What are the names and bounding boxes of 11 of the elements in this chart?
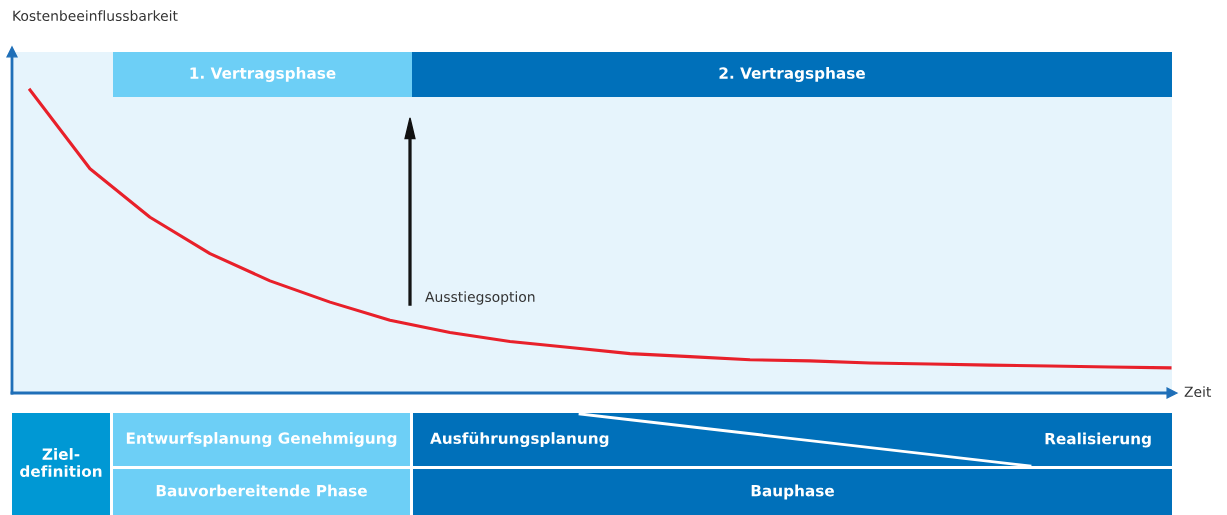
- text: Ausführungsplanung: [430, 431, 609, 448]
- y-axis-title: Kostenbeeinflussbarkeit: [13, 10, 178, 22]
- text: Ziel- definition: [20, 448, 102, 477]
- annotation: Ausstiegsoption: [425, 291, 535, 305]
- text: 1. Vertragsphase: [190, 67, 336, 82]
- x-axis-title: Zeit: [1184, 386, 1212, 398]
- text: Bauphase: [751, 484, 834, 500]
- text: Realisierung: [1045, 432, 1151, 448]
- text: Entwurfsplanung Genehmigung: [126, 432, 397, 447]
- text: 2. Vertragsphase: [719, 67, 865, 82]
- text: Bauvorbereitende Phase: [156, 484, 367, 497]
